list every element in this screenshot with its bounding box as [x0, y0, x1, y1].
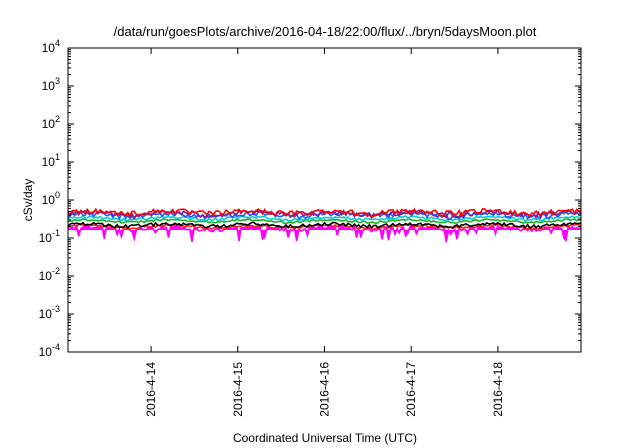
- series-line: [68, 209, 581, 220]
- y-tick-label: 104: [42, 38, 60, 55]
- y-axis-label: cSv/day: [21, 179, 35, 222]
- y-tick-label: 10-2: [39, 266, 60, 283]
- series-line: [68, 221, 581, 230]
- series-line: [68, 214, 581, 223]
- x-tick-label: 2016-4-17: [404, 362, 418, 417]
- y-axis: 104 103 102 101 100 10-1 10-2 10-3 10-4: [39, 38, 581, 359]
- x-axis-label: Coordinated Universal Time (UTC): [233, 431, 417, 445]
- x-tick-label: 2016-4-18: [491, 362, 505, 417]
- x-tick-label: 2016-4-16: [318, 362, 332, 417]
- series-area: [68, 225, 581, 243]
- y-tick-label: 102: [42, 114, 60, 131]
- series-line: [68, 207, 581, 218]
- x-axis: 2016-4-14 2016-4-15 2016-4-16 2016-4-17 2016…: [144, 48, 505, 417]
- y-tick-label: 10-4: [39, 342, 60, 359]
- y-tick-label: 10-3: [39, 304, 60, 321]
- y-tick-label: 101: [42, 152, 60, 169]
- y-tick-label: 10-1: [39, 228, 60, 245]
- series-line: [68, 223, 581, 243]
- chart-title: /data/run/goesPlots/archive/2016-04-18/2…: [114, 24, 537, 39]
- series-line: [68, 218, 581, 225]
- series-layer: [68, 207, 581, 243]
- x-tick-label: 2016-4-15: [231, 362, 245, 417]
- y-tick-label: 103: [42, 76, 60, 93]
- x-tick-label: 2016-4-14: [144, 362, 158, 417]
- plot-frame: [67, 47, 582, 353]
- y-tick-label: 100: [42, 190, 60, 207]
